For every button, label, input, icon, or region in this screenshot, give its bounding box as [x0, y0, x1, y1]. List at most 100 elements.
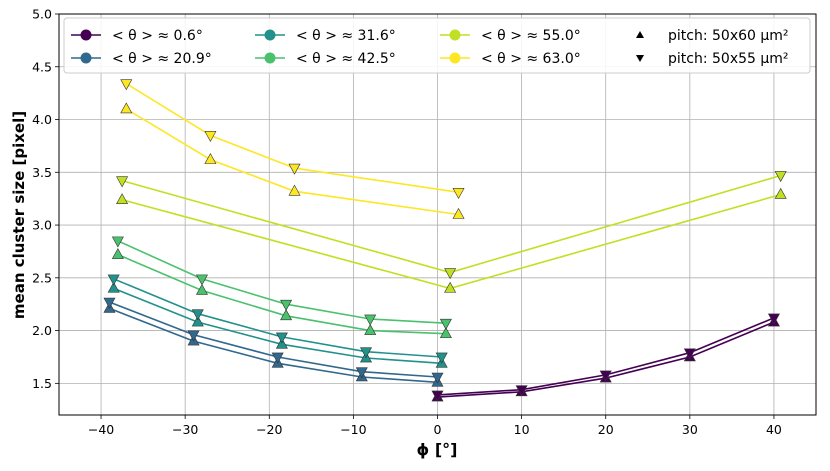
data-point: [774, 171, 787, 183]
series: [120, 102, 465, 219]
legend-marker: [264, 52, 276, 64]
data-point: [515, 385, 528, 397]
series-line: [117, 240, 446, 324]
data-point: [111, 236, 124, 248]
data-point: [439, 327, 452, 339]
series: [111, 247, 452, 339]
data-point: [275, 332, 288, 344]
data-point: [444, 268, 457, 280]
y-tick-label: 3.5: [32, 165, 52, 180]
ticks: −40 −30 −20 −10 0 10 20 30 40 1.5 2.0 2.5 3.0 3.5 4.0 4…: [32, 7, 782, 438]
legend-marker: [449, 29, 461, 41]
y-tick-label: 2.5: [32, 270, 52, 285]
x-tick-label: 0: [434, 422, 442, 437]
y-tick-label: 4.0: [32, 112, 52, 127]
x-tick-label: 10: [514, 422, 530, 437]
legend-entry-angle-1: < θ > ≈ 20.9°: [71, 51, 212, 67]
data-point: [195, 274, 208, 286]
series: [120, 79, 465, 199]
series-layer: [103, 79, 787, 402]
y-tick-label: 2.0: [32, 323, 52, 338]
triangle-up-icon: [636, 31, 644, 38]
data-point: [444, 281, 457, 293]
data-point: [280, 299, 293, 311]
legend-label: < θ > ≈ 55.0°: [481, 28, 581, 44]
data-point: [359, 347, 373, 359]
data-point: [271, 352, 284, 364]
x-tick-label: −40: [88, 422, 114, 437]
series: [431, 313, 780, 402]
legend-label: < θ > ≈ 63.0°: [481, 51, 581, 67]
data-point: [120, 79, 133, 91]
series-line: [125, 82, 459, 194]
y-tick-label: 1.5: [32, 376, 52, 391]
legend-entry-angle-3: < θ > ≈ 42.5°: [255, 51, 396, 67]
data-point: [767, 313, 780, 325]
data-point: [355, 367, 368, 379]
series: [116, 171, 787, 280]
series-line: [117, 253, 446, 335]
legend-label: < θ > ≈ 20.9°: [112, 51, 212, 67]
x-tick-label: −30: [172, 422, 198, 437]
legend-entry-pitch-50x55: pitch: 50x55 μm²: [636, 51, 789, 67]
series: [103, 297, 444, 384]
data-point: [431, 390, 444, 402]
data-point: [364, 314, 377, 326]
y-tick-label: 5.0: [32, 7, 52, 22]
legend-marker: [264, 29, 276, 41]
legend-label: pitch: 50x55 μm²: [668, 51, 789, 67]
data-point: [288, 163, 301, 175]
data-point: [683, 348, 696, 360]
data-point: [288, 184, 301, 196]
series-line: [121, 174, 781, 274]
y-tick-label: 4.5: [32, 59, 52, 74]
data-point: [116, 176, 129, 188]
data-point: [195, 283, 208, 295]
data-point: [204, 131, 217, 142]
legend-label: < θ > ≈ 31.6°: [296, 28, 396, 44]
data-point: [452, 188, 465, 199]
data-point: [204, 153, 217, 164]
data-point: [103, 297, 116, 309]
y-axis-label: mean cluster size [pixel]: [10, 111, 28, 319]
x-tick-label: −10: [340, 422, 366, 437]
legend-marker: [449, 52, 461, 64]
data-point: [116, 193, 129, 205]
series: [107, 274, 448, 364]
series-line: [125, 108, 459, 216]
legend-entry-angle-5: < θ > ≈ 63.0°: [440, 51, 581, 67]
legend: < θ > ≈ 0.6° < θ > ≈ 20.9° < θ > ≈ 31.6°…: [63, 17, 811, 74]
data-point: [435, 352, 448, 364]
x-tick-label: −20: [256, 422, 282, 437]
data-point: [107, 281, 120, 293]
legend-entry-pitch-50x60: pitch: 50x60 μm²: [636, 28, 789, 44]
data-point: [431, 372, 444, 384]
x-axis-label: ϕ [°]: [417, 440, 458, 459]
series: [116, 187, 787, 293]
data-point: [774, 187, 787, 199]
legend-frame: [63, 17, 811, 74]
legend-entry-angle-4: < θ > ≈ 55.0°: [440, 28, 581, 44]
legend-entry-angle-2: < θ > ≈ 31.6°: [255, 28, 396, 44]
y-tick-label: 3.0: [32, 218, 52, 233]
series-line: [113, 278, 442, 358]
data-point: [111, 247, 124, 259]
data-point: [187, 330, 200, 342]
x-tick-label: 20: [598, 422, 614, 437]
legend-label: < θ > ≈ 0.6°: [112, 28, 203, 44]
x-tick-label: 30: [682, 422, 698, 437]
data-point: [452, 207, 465, 219]
data-point: [120, 102, 133, 114]
legend-entry-angle-0: < θ > ≈ 0.6°: [71, 28, 203, 44]
triangle-down-icon: [636, 55, 644, 62]
data-point: [280, 309, 293, 321]
data-point: [599, 370, 612, 382]
series: [111, 236, 452, 330]
data-point: [191, 315, 204, 327]
data-point: [191, 309, 204, 321]
legend-label: pitch: 50x60 μm²: [668, 28, 789, 44]
data-point: [364, 323, 377, 335]
data-point: [439, 318, 452, 330]
x-tick-label: 40: [766, 422, 782, 437]
